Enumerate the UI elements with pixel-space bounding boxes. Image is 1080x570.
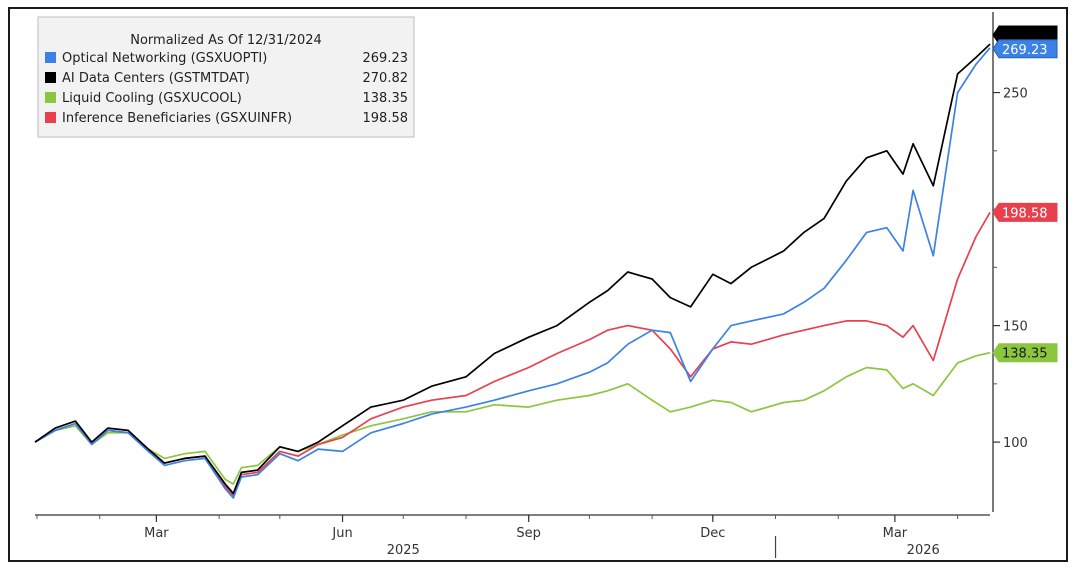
legend-swatch-liquid-cooling	[45, 92, 56, 103]
x-tick-label: Mar	[883, 526, 908, 541]
end-label-value: 198.58	[1002, 206, 1048, 221]
legend-label-liquid-cooling: Liquid Cooling (GSXUCOOL)	[62, 91, 242, 106]
legend-swatch-optical-networking	[45, 52, 56, 63]
legend: Normalized As Of 12/31/2024 Optical Netw…	[37, 16, 415, 138]
x-year-label: 2026	[907, 543, 940, 558]
end-label-value: 138.35	[1002, 347, 1048, 362]
legend-value-inference-beneficiaries: 198.58	[363, 111, 409, 126]
series-lines	[34, 43, 991, 499]
x-tick-label: Dec	[700, 526, 725, 541]
legend-value-liquid-cooling: 138.35	[363, 91, 409, 106]
x-tick-label: Mar	[144, 526, 169, 541]
legend-label-optical-networking: Optical Networking (GSXUOPTI)	[62, 51, 267, 66]
end-label-3: 198.58	[992, 202, 1058, 222]
end-label-box	[992, 39, 1058, 59]
legend-value-ai-data-centers: 270.82	[363, 71, 409, 86]
legend-label-inference-beneficiaries: Inference Beneficiaries (GSXUINFR)	[62, 111, 292, 126]
legend-entry-ai-data-centers: AI Data Centers (GSTMTDAT) 270.82	[45, 71, 408, 86]
y-tick-label: 250	[1003, 87, 1028, 102]
series-line-3	[34, 211, 991, 497]
y-tick-label: 150	[1003, 320, 1028, 335]
legend-value-optical-networking: 269.23	[363, 51, 409, 66]
x-year-label: 2025	[387, 543, 420, 558]
end-label-2: 138.35	[992, 343, 1058, 363]
legend-entry-inference-beneficiaries: Inference Beneficiaries (GSXUINFR) 198.5…	[45, 111, 408, 126]
series-line-2	[34, 351, 991, 485]
axes: 100 150 250 Mar Jun Sep Dec Mar 2025 2026	[35, 12, 1028, 558]
legend-label-ai-data-centers: AI Data Centers (GSTMTDAT)	[62, 71, 250, 86]
legend-title: Normalized As Of 12/31/2024	[130, 33, 322, 48]
legend-entry-optical-networking: Optical Networking (GSXUOPTI) 269.23	[45, 51, 408, 66]
legend-swatch-inference-beneficiaries	[45, 112, 56, 123]
y-tick-label: 100	[1003, 436, 1028, 451]
legend-swatch-ai-data-centers	[45, 72, 56, 83]
end-value-labels: 269.23 198.58 138.35	[992, 25, 1058, 363]
series-line-1	[34, 43, 991, 495]
x-tick-label: Sep	[516, 526, 541, 541]
end-label-value: 269.23	[1002, 43, 1048, 58]
legend-entry-liquid-cooling: Liquid Cooling (GSXUCOOL) 138.35	[45, 91, 408, 106]
series-line-0	[34, 47, 991, 499]
x-tick-label: Jun	[331, 526, 352, 541]
legend-box	[37, 16, 415, 138]
end-label-box	[992, 343, 1058, 363]
end-label-0: 269.23	[992, 39, 1058, 59]
end-label-box	[992, 202, 1058, 222]
